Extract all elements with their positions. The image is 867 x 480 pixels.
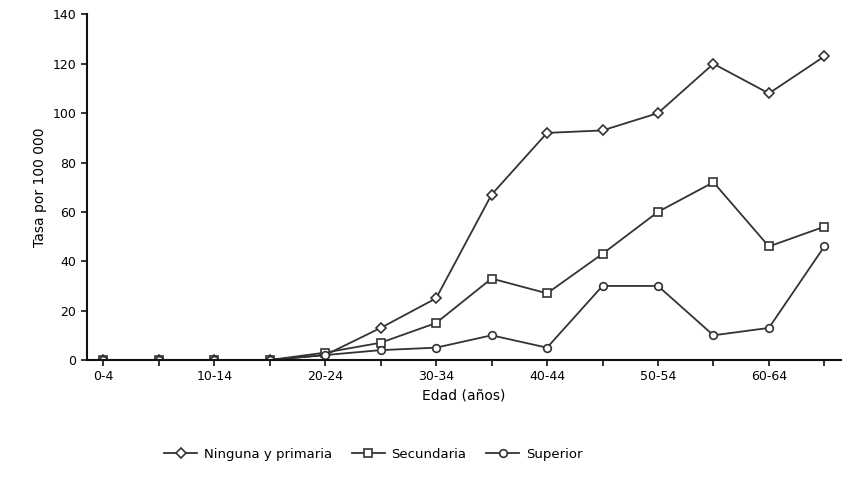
Ninguna y primaria [431,295,441,301]
Superior [542,345,552,350]
Ninguna y primaria [320,352,330,358]
Ninguna y primaria [153,357,164,363]
Superior [653,283,663,289]
Line: Superior: Superior [100,242,828,364]
Superior [320,352,330,358]
Superior [153,357,164,363]
Ninguna y primaria [653,110,663,116]
Ninguna y primaria [597,128,608,133]
Secundaria [764,243,774,249]
X-axis label: Edad (años): Edad (años) [422,389,505,403]
Secundaria [98,357,108,363]
Y-axis label: Tasa por 100 000: Tasa por 100 000 [33,128,47,247]
Secundaria [597,251,608,257]
Secundaria [153,357,164,363]
Ninguna y primaria [486,192,497,197]
Line: Ninguna y primaria: Ninguna y primaria [100,52,828,364]
Ninguna y primaria [764,91,774,96]
Secundaria [375,340,386,346]
Superior [264,357,275,363]
Superior [375,347,386,353]
Secundaria [542,290,552,296]
Superior [431,345,441,350]
Secundaria [653,209,663,215]
Secundaria [320,350,330,356]
Superior [486,333,497,338]
Superior [764,325,774,331]
Ninguna y primaria [708,61,719,67]
Ninguna y primaria [209,357,219,363]
Superior [98,357,108,363]
Ninguna y primaria [819,53,830,59]
Superior [708,333,719,338]
Ninguna y primaria [375,325,386,331]
Legend: Ninguna y primaria, Secundaria, Superior: Ninguna y primaria, Secundaria, Superior [159,443,588,466]
Secundaria [819,224,830,229]
Ninguna y primaria [542,130,552,136]
Superior [819,243,830,249]
Superior [209,357,219,363]
Superior [597,283,608,289]
Line: Secundaria: Secundaria [100,179,828,364]
Ninguna y primaria [264,357,275,363]
Ninguna y primaria [98,357,108,363]
Secundaria [486,276,497,281]
Secundaria [431,320,441,326]
Secundaria [264,357,275,363]
Secundaria [708,180,719,185]
Secundaria [209,357,219,363]
